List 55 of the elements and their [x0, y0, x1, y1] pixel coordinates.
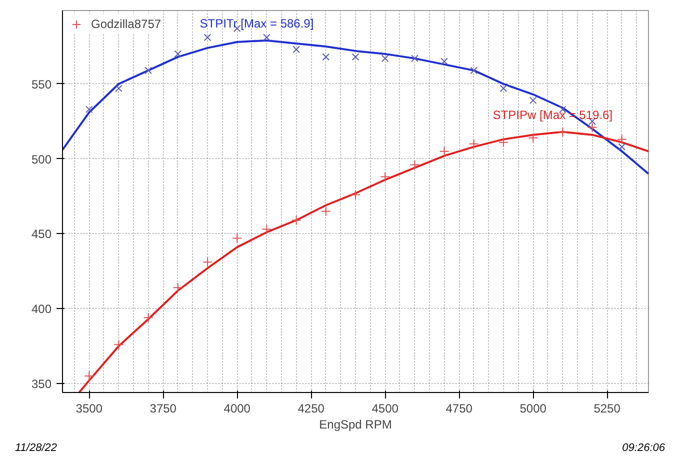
x-axis-title: EngSpd RPM	[319, 418, 392, 432]
x-tick-label: 4000	[224, 402, 251, 416]
y-tick-label: 450	[31, 227, 52, 242]
point	[440, 58, 448, 66]
y-tick-label: 550	[31, 77, 52, 92]
legend-label: Godzilla8757	[91, 17, 162, 31]
point	[618, 143, 626, 151]
x-tick-label: 4500	[372, 402, 399, 416]
line-series	[78, 130, 648, 392]
point	[202, 257, 213, 268]
point	[529, 96, 537, 104]
point	[85, 106, 93, 114]
point	[587, 122, 598, 132]
x-tick-label: 3750	[150, 402, 177, 416]
point	[143, 312, 154, 323]
point	[115, 84, 122, 92]
line-series	[62, 39, 648, 175]
point	[114, 340, 124, 350]
point	[350, 190, 360, 200]
point	[498, 137, 508, 148]
x-tick-label: 3500	[76, 402, 103, 416]
point	[352, 53, 360, 61]
x-tick-label: 4250	[298, 402, 325, 416]
point	[528, 132, 538, 143]
text: 09:26:06	[622, 441, 665, 456]
point	[380, 172, 390, 182]
point	[500, 84, 508, 92]
point	[232, 233, 242, 244]
point	[292, 46, 300, 54]
point	[172, 282, 183, 293]
point	[410, 160, 420, 170]
point	[616, 134, 627, 144]
y-tick-label: 350	[31, 377, 52, 392]
point	[411, 54, 418, 62]
x-tick-label: 5250	[594, 402, 621, 416]
x-tick-label: 4750	[446, 402, 473, 416]
point	[84, 371, 94, 382]
point	[322, 53, 330, 61]
point	[204, 34, 212, 42]
point	[291, 215, 302, 226]
point	[468, 138, 479, 149]
point	[144, 66, 152, 74]
y-tick-label: 400	[31, 302, 52, 316]
point	[320, 206, 331, 216]
point	[262, 224, 272, 234]
x-tick-label: 5000	[520, 402, 547, 416]
point	[470, 66, 478, 74]
point	[263, 34, 270, 42]
point	[381, 54, 389, 62]
point	[174, 50, 182, 58]
point	[558, 126, 568, 137]
point	[439, 146, 450, 156]
series-label: STPITr [Max = 586.9]	[200, 16, 314, 30]
text: 11/28/22	[15, 441, 58, 456]
y-tick-label: 500	[31, 152, 52, 166]
